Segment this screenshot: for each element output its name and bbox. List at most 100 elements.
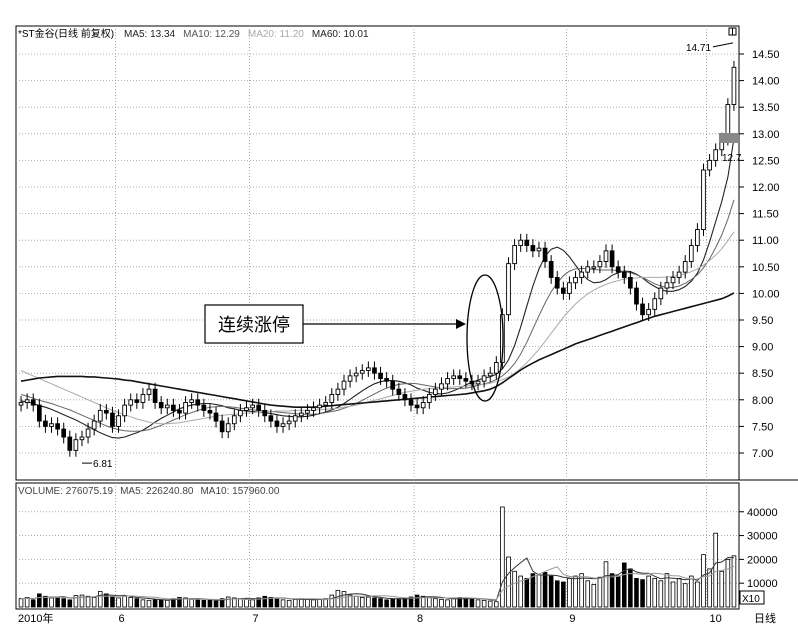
candle-body-up [244,407,249,411]
volume-tick-label: 20000 [747,554,778,566]
current-price-box [719,133,739,143]
price-tick-label: 7.00 [752,448,773,460]
volume-grid [16,511,739,584]
price-tick-label: 10.00 [752,288,780,300]
candle [262,404,268,423]
price-tick-label: 7.50 [752,421,773,433]
volume-bar [475,599,481,608]
volume-bar [634,578,639,608]
candle [183,396,188,420]
candle-body-up [731,66,737,105]
annotation-ellipse [466,274,504,402]
high-marker: 14.71 [686,42,734,54]
candle-body-up [323,402,329,406]
volume-bar [640,579,645,608]
candle [378,366,383,385]
candle [609,244,615,274]
volume-bar [104,593,109,608]
price-tick-label: 11.00 [752,235,779,247]
candle-body-up [573,276,578,284]
candle [695,223,700,252]
mid-price-label: 12.7 [722,153,742,164]
candle [18,396,24,412]
ma-legend-item: MA60: 10.01 [312,29,369,40]
candle-body-down [402,394,408,401]
candle [481,369,487,388]
candle-body-down [36,404,42,422]
volume-bar [579,573,584,608]
volume-bar [585,580,591,608]
candle-body-down [274,420,280,427]
candle [408,393,414,412]
candle [420,396,426,415]
volume-bar [689,575,694,608]
moving-average-lines [20,138,735,439]
volume-bar [152,598,158,608]
candle-body-down [561,287,566,294]
volume-bar [713,532,718,608]
candle-body-up [49,423,54,427]
ma-legend-item: MA20: 11.20 [248,29,304,40]
volume-bar [695,581,700,608]
candle-body-down [457,375,463,379]
candle-body-up [128,399,134,406]
candle [329,388,335,409]
volume-bar [286,599,292,608]
candle [189,393,194,409]
candle [664,276,670,295]
x-axis: 2010年67891011 [18,611,722,625]
volume-bar [378,598,383,608]
candle [597,255,603,274]
candle [250,398,255,415]
candle-body-up [682,261,688,273]
volume-bar [73,595,79,608]
candle-body-up [24,399,30,403]
volume-bar [396,598,402,608]
candle-body-down [378,372,383,379]
ma-legend-item: MA5: 13.34 [124,29,176,40]
candle-body-down [219,420,225,433]
candle-body-down [67,436,73,451]
volume-bar [256,597,261,608]
candle-body-up [591,266,597,269]
candle [286,414,292,431]
candle-body-up [445,378,450,385]
candle [298,406,304,423]
candle [396,382,402,401]
candle [433,382,438,401]
candle-body-up [506,263,511,316]
volume-legend-item: MA5: 226240.80 [120,486,194,497]
x-axis-label: 2010年 [18,611,53,625]
volume-bar [414,594,420,608]
volume-bar [439,598,444,608]
candle-body-up [567,282,572,294]
candle-body-down [152,388,158,403]
candle [561,281,566,300]
price-panel-frame [15,25,740,481]
annotation-arrow-head [456,319,466,329]
volume-ma-line-5 [20,556,735,601]
period-corner-label[interactable]: 日线 [754,611,776,625]
candle-body-down [268,415,274,422]
volume-bar [719,570,725,608]
volume-bar [43,595,48,608]
volume-bar [487,600,493,608]
candle [372,361,377,380]
candle [530,239,536,258]
volume-ma-line-10 [20,565,735,601]
candle-body-up [280,423,286,427]
candle-body-down [621,271,627,278]
volume-bar [615,575,621,608]
candle-body-down [390,380,396,390]
volume-bar [341,591,347,608]
candle-body-up [518,239,524,246]
price-tick-label: 10.50 [752,262,780,274]
candle-body-up [579,271,584,278]
candle-body-up [335,388,341,395]
candle-body-up [347,375,353,382]
candle-body-down [104,409,109,414]
ma-line-ma60 [20,292,735,409]
candle-body-up [359,370,365,374]
volume-bar [116,597,121,608]
